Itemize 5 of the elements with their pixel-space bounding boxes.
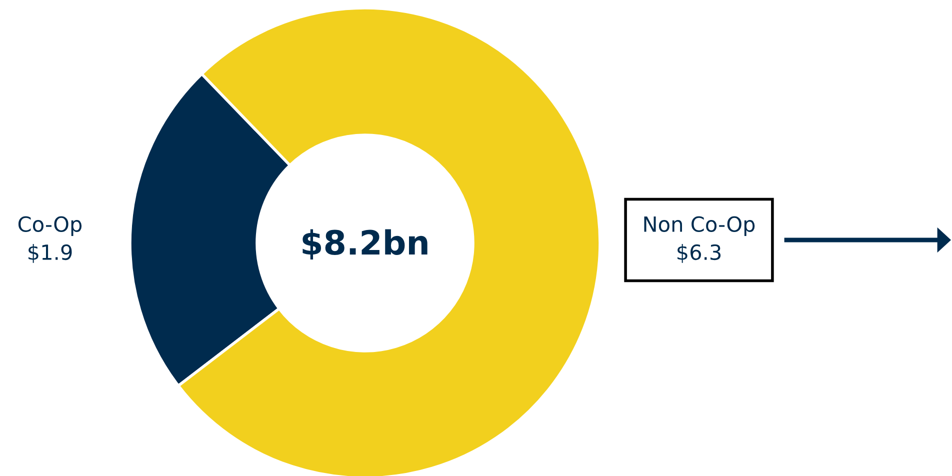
slice-label: Non Co-Op	[644, 216, 755, 236]
slice-label: Co-Op	[18, 216, 82, 236]
data-label: $6.3	[678, 244, 721, 263]
text: $8.2bn	[302, 229, 428, 260]
data-label: $1.9	[28, 244, 72, 263]
